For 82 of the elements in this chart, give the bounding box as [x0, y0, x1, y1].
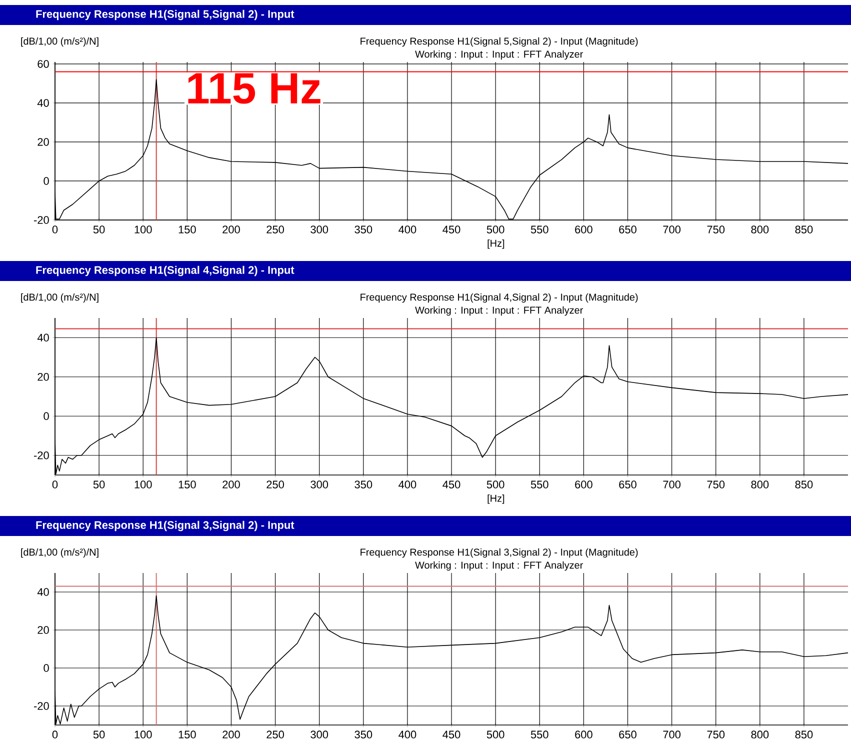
x-tick-label: 50	[93, 480, 105, 488]
y-tick-label: -20	[34, 702, 49, 710]
y-tick-label: 20	[38, 626, 49, 634]
x-tick-label: 850	[795, 730, 813, 738]
y-tick-label: 40	[37, 588, 49, 596]
chart-title: Frequency Response H1(Signal 4,Signal 2) - Input (Magnitude)	[360, 293, 638, 303]
x-tick-label: 100	[134, 226, 152, 234]
x-tick-label: 0	[52, 730, 58, 738]
x-tick-label: 100	[134, 480, 152, 488]
y-tick-label: 20	[38, 138, 49, 146]
x-tick-label: 700	[663, 226, 680, 234]
x-tick-label: 200	[222, 730, 240, 738]
x-tick-label: 450	[442, 480, 460, 488]
x-tick-label: 600	[575, 730, 592, 738]
chart-subtitle: Working : Input : Input : FFT Analyzer	[415, 561, 583, 571]
y-tick-label: -20	[34, 216, 49, 224]
x-tick-label: 500	[486, 226, 504, 234]
x-tick-label: 350	[354, 480, 372, 488]
x-tick-label: 150	[178, 730, 196, 738]
x-tick-label: 300	[310, 480, 328, 488]
x-tick-label: 200	[222, 480, 240, 488]
text: Frequency Response H1(Signal 5,Signal 2) - Input	[36, 10, 294, 20]
x-tick-label: 600	[575, 480, 592, 488]
x-tick-label: 350	[354, 730, 372, 738]
x-tick-label: 250	[266, 226, 284, 234]
x-tick-label: 250	[266, 480, 284, 488]
y-tick-label: 40	[37, 99, 49, 107]
chart-subtitle: Working : Input : Input : FFT Analyzer	[415, 306, 583, 316]
x-tick-label: 500	[486, 730, 504, 738]
x-tick-label: 650	[619, 480, 636, 488]
y-axis-title: [dB/1,00 (m/s²)/N]	[21, 37, 98, 47]
x-tick-label: 300	[310, 226, 328, 234]
x-tick-label: 0	[52, 226, 58, 234]
x-tick-label: 400	[398, 730, 416, 738]
x-tick-label: 550	[530, 226, 548, 234]
chart-subtitle: Working : Input : Input : FFT Analyzer	[415, 50, 583, 60]
ref-line-label: 115 Hz	[188, 73, 320, 104]
x-tick-label: 150	[178, 226, 196, 234]
x-tick-label: 750	[707, 480, 725, 488]
y-tick-label: 20	[38, 373, 49, 381]
x-tick-label: 800	[751, 480, 769, 488]
y-axis-title: [dB/1,00 (m/s²)/N]	[21, 293, 98, 303]
x-tick-label: 750	[707, 226, 725, 234]
x-tick-label: 200	[222, 226, 240, 234]
text: Frequency Response H1(Signal 4,Signal 2) - Input	[36, 266, 294, 276]
y-tick-label: 0	[44, 177, 49, 185]
x-tick-label: 400	[398, 480, 416, 488]
x-axis-title: [Hz]	[488, 240, 504, 249]
chart-title: Frequency Response H1(Signal 5,Signal 2) - Input (Magnitude)	[360, 37, 638, 47]
x-tick-label: 550	[530, 730, 548, 738]
x-tick-label: 450	[442, 226, 460, 234]
x-tick-label: 800	[751, 226, 769, 234]
x-tick-label: 600	[575, 226, 592, 234]
x-tick-label: 350	[354, 226, 372, 234]
x-tick-label: 700	[663, 730, 680, 738]
x-tick-label: 50	[93, 226, 105, 234]
x-tick-label: 650	[619, 730, 636, 738]
y-tick-label: 40	[37, 334, 49, 342]
y-tick-label: 0	[44, 412, 49, 420]
x-tick-label: 850	[795, 226, 813, 234]
y-axis-title: [dB/1,00 (m/s²)/N]	[21, 548, 98, 558]
chart-title: Frequency Response H1(Signal 3,Signal 2) - Input (Magnitude)	[360, 548, 638, 558]
x-tick-label: 750	[707, 730, 725, 738]
x-tick-label: 800	[751, 730, 769, 738]
x-tick-label: 500	[486, 480, 504, 488]
x-tick-label: 450	[442, 730, 460, 738]
x-tick-label: 250	[266, 730, 284, 738]
x-tick-label: 850	[795, 480, 813, 488]
y-tick-label: 0	[44, 664, 49, 672]
text: Frequency Response H1(Signal 3,Signal 2) - Input	[36, 520, 294, 532]
x-tick-label: 50	[93, 730, 105, 738]
x-tick-label: 300	[310, 730, 328, 738]
y-tick-label: -20	[34, 452, 49, 460]
x-tick-label: 400	[398, 226, 416, 234]
y-tick-label: 60	[38, 60, 49, 68]
x-tick-label: 0	[52, 480, 58, 488]
x-tick-label: 650	[619, 226, 636, 234]
x-axis-title: [Hz]	[488, 494, 504, 504]
x-tick-label: 150	[178, 480, 196, 488]
x-tick-label: 550	[530, 480, 548, 488]
x-tick-label: 700	[663, 480, 680, 488]
x-tick-label: 100	[134, 730, 152, 738]
